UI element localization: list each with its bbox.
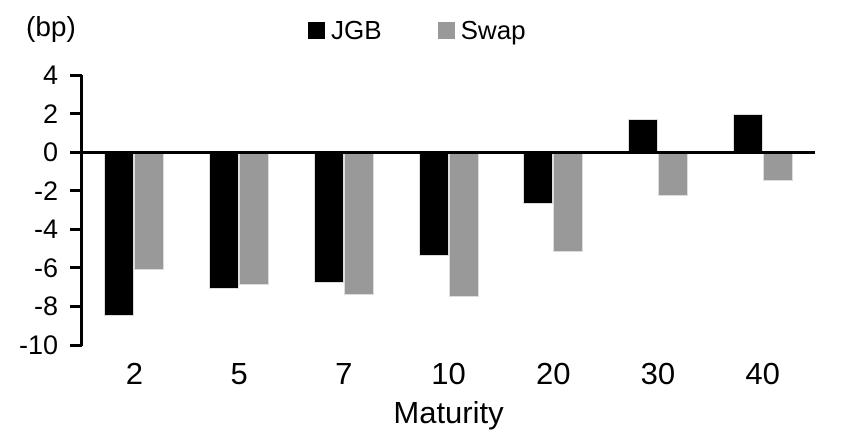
bar-jgb-7: [313, 152, 344, 284]
y-axis-tick-mark: [70, 189, 82, 193]
x-axis-tick-label: 2: [125, 356, 143, 391]
x-axis-tick-label: 20: [535, 356, 571, 391]
y-axis-tick-mark: [70, 73, 82, 77]
y-axis-tick-label: 0: [42, 137, 58, 168]
y-axis-tick-label: -4: [33, 214, 58, 245]
y-axis-tick-label: -10: [18, 330, 58, 360]
bar-swap-10: [448, 152, 479, 297]
legend-item-swap: Swap: [437, 15, 526, 45]
swap-legend-swatch-icon: [437, 21, 455, 39]
x-axis-tick-label: 30: [640, 356, 676, 391]
y-axis-tick-mark: [70, 112, 82, 116]
x-axis-zero-line: [82, 150, 815, 154]
x-axis-tick-label: 40: [745, 356, 780, 391]
bar-jgb-20: [523, 152, 554, 205]
bar-jgb-10: [418, 152, 449, 257]
bar-jgb-30: [627, 119, 658, 153]
y-axis-tick-label: -6: [33, 252, 58, 283]
y-axis-tick-mark: [70, 150, 82, 154]
y-axis-tick-label: -2: [33, 175, 58, 206]
x-axis-tick-label: 7: [335, 356, 353, 391]
jgb-legend-swatch-icon: [308, 21, 325, 39]
bar-jgb-2: [104, 152, 135, 317]
y-axis-tick-label: 2: [42, 98, 58, 129]
y-axis-line: [80, 75, 83, 346]
legend-label-jgb: JGB: [331, 15, 382, 45]
y-axis-unit-label: (bp): [26, 11, 76, 42]
y-axis-tick-label: 4: [42, 60, 58, 90]
x-axis-tick-label: 10: [431, 356, 466, 391]
legend-label-swap: Swap: [460, 15, 526, 45]
y-axis-tick-mark: [70, 227, 82, 231]
bar-jgb-5: [209, 152, 240, 290]
plot-area: [82, 75, 815, 345]
bar-swap-40: [762, 152, 793, 182]
legend-item-jgb: JGB: [308, 17, 382, 43]
y-axis-tick-label: -8: [33, 291, 58, 322]
y-axis-tick-mark: [70, 266, 82, 270]
bar-swap-30: [657, 152, 688, 197]
x-axis-tick-label: 5: [230, 356, 248, 391]
chart-legend: JGB Swap: [308, 17, 526, 43]
bar-swap-7: [343, 152, 374, 295]
bar-jgb-40: [732, 113, 763, 153]
bar-swap-20: [553, 152, 584, 253]
bar-swap-2: [134, 152, 165, 270]
bar-swap-5: [239, 152, 270, 286]
y-axis-tick-mark: [70, 343, 82, 347]
y-axis-tick-mark: [70, 304, 82, 308]
x-axis-title: Maturity: [393, 395, 504, 430]
